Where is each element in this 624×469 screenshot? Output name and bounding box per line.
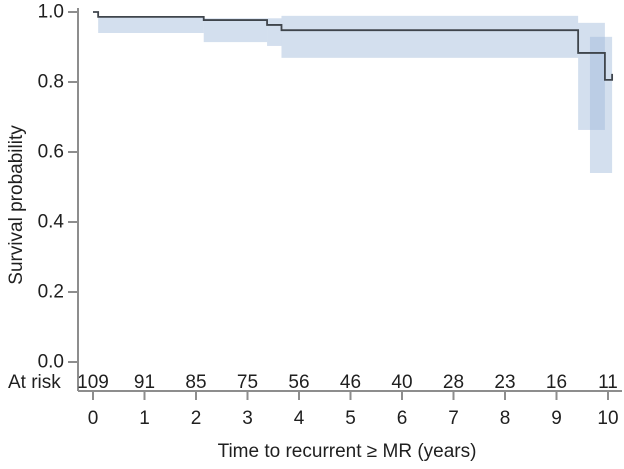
at-risk-count: 28 (443, 372, 464, 393)
ci-band-segment (267, 18, 282, 46)
ci-band-segment (203, 18, 268, 43)
km-curve (93, 11, 614, 81)
ci-band-segment (98, 16, 204, 33)
at-risk-count: 85 (185, 372, 206, 393)
x-tick-label: 10 (597, 408, 618, 429)
x-tick-label: 9 (551, 408, 562, 429)
x-tick-label: 5 (345, 408, 356, 429)
x-tick-label: 7 (448, 408, 459, 429)
at-risk-label: At risk (8, 372, 61, 393)
x-tick-label: 1 (139, 408, 150, 429)
x-tick-label: 2 (191, 408, 202, 429)
at-risk-count: 75 (237, 372, 258, 393)
at-risk-count: 46 (340, 372, 361, 393)
at-risk-count: 109 (77, 372, 109, 393)
at-risk-count: 40 (391, 372, 412, 393)
at-risk-count: 11 (598, 372, 618, 393)
y-axis-title: Survival probability (6, 125, 27, 285)
x-tick-label: 4 (294, 408, 305, 429)
x-tick-label: 8 (500, 408, 511, 429)
y-axis: 0.0 0.2 0.4 0.6 0.8 1.0 (38, 2, 79, 391)
ci-band (98, 15, 613, 173)
at-risk-count: 56 (288, 372, 309, 393)
y-tick-label: 0.8 (38, 72, 64, 93)
ci-band-segment (281, 15, 579, 58)
at-risk-count: 16 (546, 372, 567, 393)
y-tick-label: 0.0 (38, 352, 64, 373)
at-risk-count: 23 (494, 372, 515, 393)
ci-band-segment (578, 22, 605, 130)
at-risk-row: 109 91 85 75 56 46 40 28 23 16 11 (77, 372, 618, 393)
y-tick-label: 0.4 (38, 212, 65, 233)
y-tick-label: 0.6 (38, 142, 64, 163)
y-tick-label: 0.2 (38, 282, 64, 303)
x-tick-label: 3 (242, 408, 253, 429)
x-tick-label: 6 (397, 408, 408, 429)
x-axis: 0 1 2 3 4 5 6 7 8 9 10 (78, 390, 622, 429)
survival-step-line (93, 11, 614, 81)
ci-band-segment (589, 36, 613, 173)
at-risk-count: 91 (134, 372, 155, 393)
y-tick-label: 1.0 (38, 2, 64, 23)
x-tick-label: 0 (88, 408, 99, 429)
x-axis-title: Time to recurrent ≥ MR (years) (218, 441, 477, 462)
